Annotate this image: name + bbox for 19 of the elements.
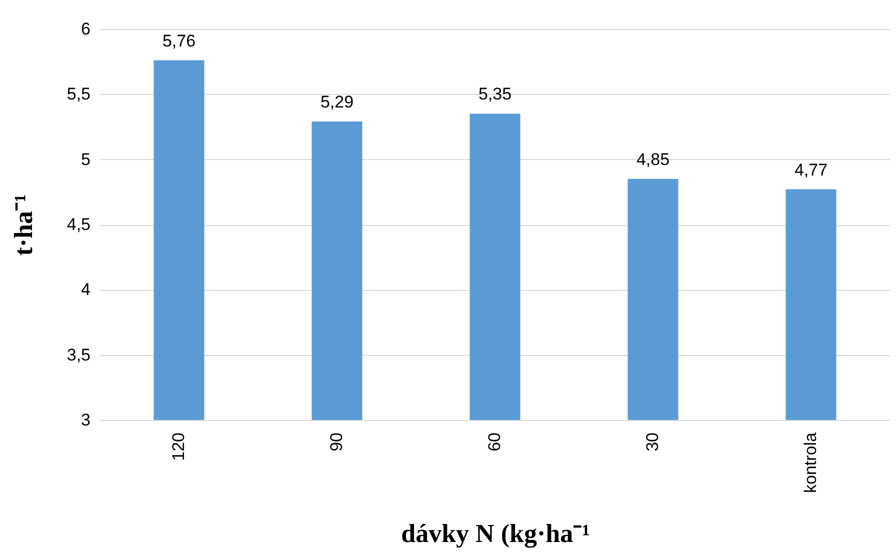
data-label: 4,77 [794,160,828,180]
x-tick-label: 90 [327,432,346,452]
x-tick-label: kontrola [801,432,820,493]
data-label: 5,29 [320,92,354,112]
y-tick-label: 5 [81,150,90,169]
data-label: 5,76 [162,31,196,50]
y-tick-label: 3,5 [66,345,90,364]
y-tick-label: 3 [81,410,90,430]
y-axis-title: t·ha⁻¹ [8,194,38,256]
x-tick-label: 60 [485,432,504,452]
data-label: 4,85 [636,150,670,169]
y-tick-label: 4,5 [66,215,90,234]
x-tick-label: 30 [643,432,662,452]
x-tick-label: 120 [169,432,188,461]
x-axis-title: dávky N (kg·ha⁻¹ [401,518,590,548]
y-tick-label: 4 [81,280,90,300]
y-tick-label: 6 [81,20,90,38]
data-label: 5,35 [478,84,512,104]
y-tick-label: 5,5 [66,84,90,104]
